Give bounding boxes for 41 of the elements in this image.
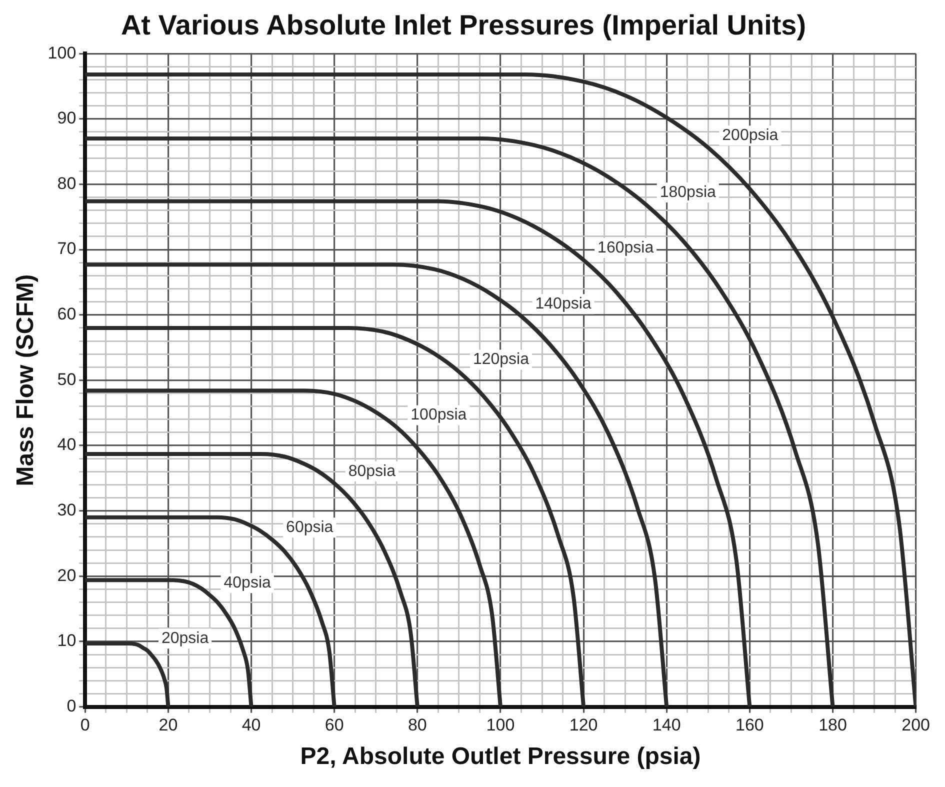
y-axis-title: Mass Flow (SCFM)	[12, 274, 40, 486]
y-tick-label: 100	[48, 43, 76, 62]
x-tick-label: 160	[736, 716, 764, 735]
y-tick-label: 40	[57, 435, 76, 454]
x-axis-title: P2, Absolute Outlet Pressure (psia)	[300, 743, 701, 770]
series-label: 80psia	[348, 462, 396, 480]
series-label: 200psia	[722, 127, 778, 144]
x-tick-label: 0	[80, 716, 90, 735]
x-tick-label: 60	[324, 716, 344, 735]
y-tick-label: 50	[57, 370, 76, 389]
y-tick-label: 30	[57, 500, 76, 520]
line-series	[85, 262, 669, 707]
line-series	[85, 199, 752, 707]
x-tick-label: 120	[569, 716, 598, 735]
series-label: 160psia	[598, 239, 654, 256]
x-tick-label: 140	[652, 716, 681, 735]
series-label: 120psia	[472, 351, 530, 368]
y-tick-label: 70	[57, 239, 76, 258]
x-tick-label: 100	[486, 716, 515, 735]
series-label: 40psia	[224, 574, 272, 592]
line-series	[85, 388, 502, 707]
y-tick-label: 10	[57, 631, 76, 650]
y-tick-label: 20	[57, 566, 76, 585]
series-label: 140psia	[535, 296, 592, 313]
x-tick-label: 20	[158, 716, 178, 735]
series-label: 60psia	[286, 518, 334, 536]
x-tick-label: 40	[242, 716, 261, 735]
y-tick-label: 0	[66, 696, 76, 716]
x-tick-label: 180	[818, 716, 847, 735]
line-series	[85, 515, 336, 707]
series-label: 100psia	[410, 406, 467, 424]
line-series	[85, 452, 420, 707]
y-tick-label: 80	[57, 174, 76, 193]
y-tick-label: 60	[57, 304, 76, 324]
y-tick-label: 90	[57, 108, 76, 128]
x-tick-label: 80	[408, 716, 427, 735]
series-label: 180psia	[660, 184, 716, 201]
x-tick-label: 200	[902, 716, 930, 735]
series-label: 20psia	[161, 630, 209, 648]
chart-title: At Various Absolute Inlet Pressures (Imperial Units)	[120, 10, 806, 41]
line-series	[85, 326, 586, 707]
